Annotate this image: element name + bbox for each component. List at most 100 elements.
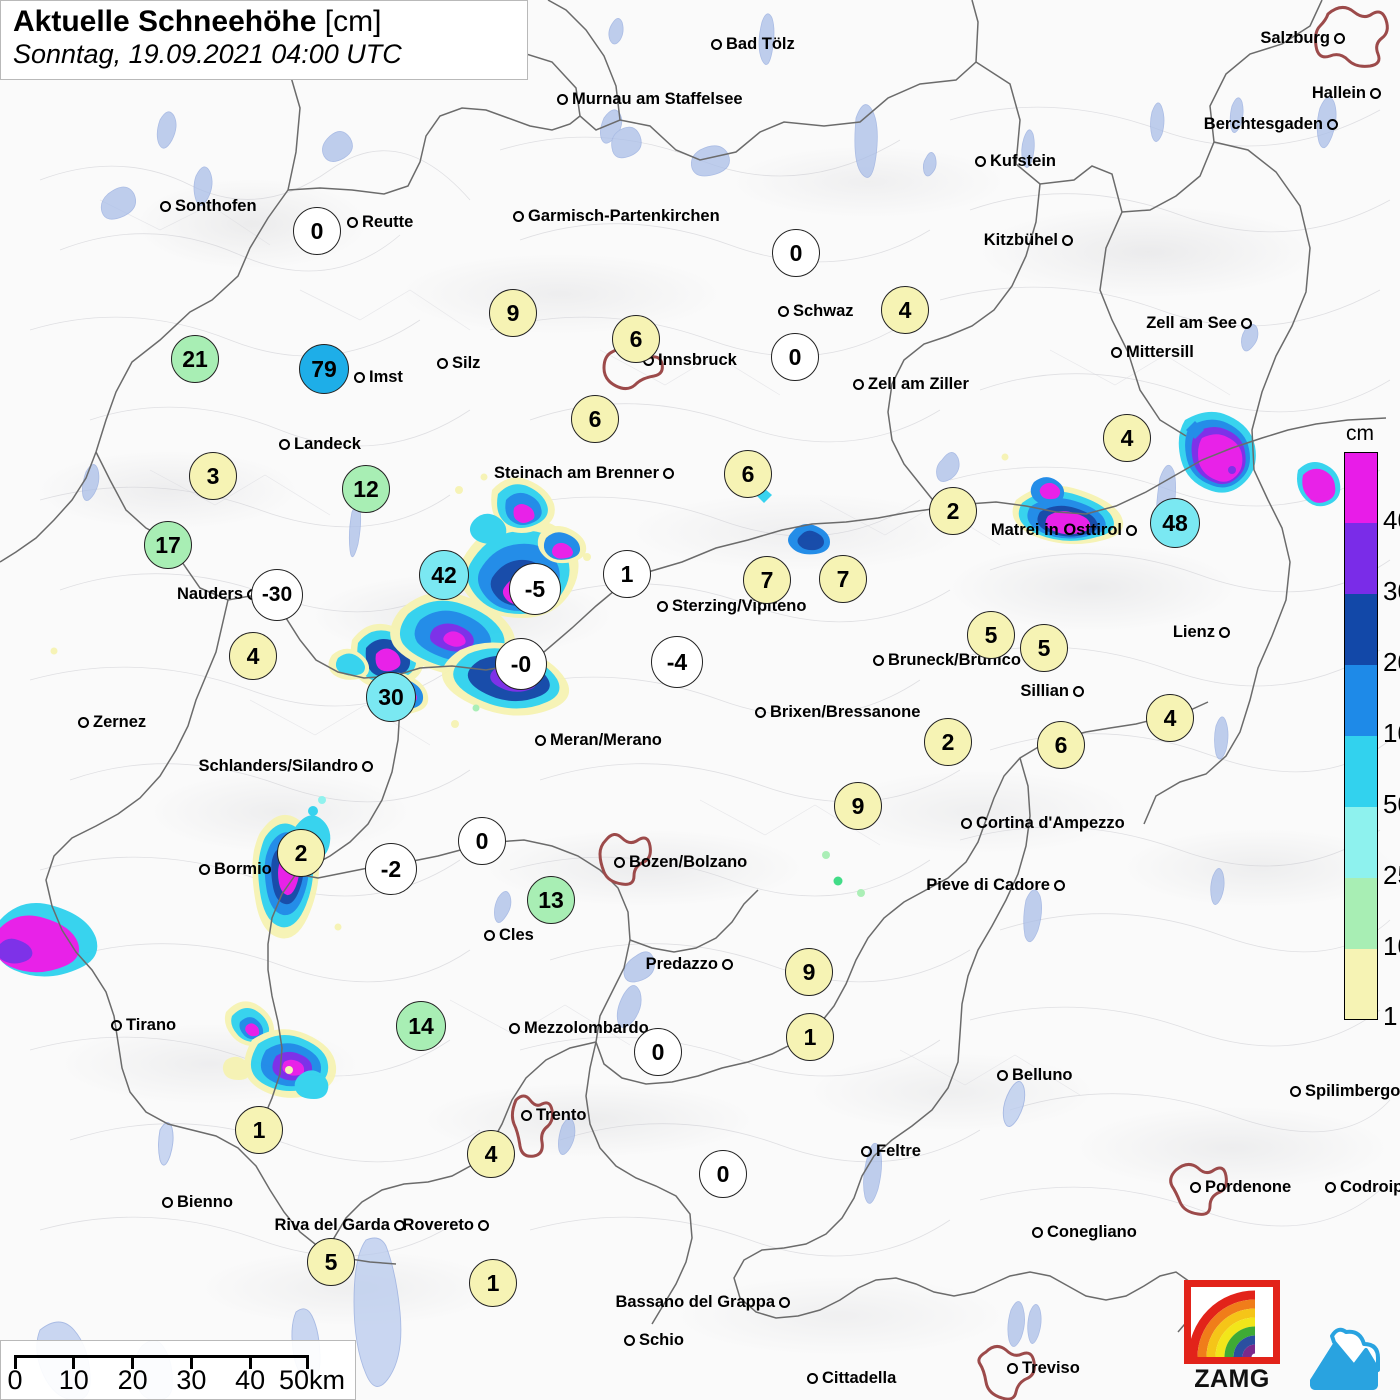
station-marker[interactable]: 17 (144, 521, 192, 569)
station-marker[interactable]: 9 (834, 782, 882, 830)
station-marker[interactable]: 7 (743, 556, 791, 604)
station-marker[interactable]: 79 (299, 344, 349, 394)
station-marker[interactable]: 6 (612, 315, 660, 363)
station-value: 4 (246, 642, 260, 669)
station-marker[interactable]: 4 (229, 632, 277, 680)
station-marker[interactable]: 1 (603, 550, 651, 598)
city-point-icon (535, 734, 546, 746)
scale-tick-label: 20 (117, 1365, 148, 1395)
city-name: Imst (369, 368, 403, 386)
station-marker[interactable]: 3 (189, 452, 237, 500)
city-name: Schlanders/Silandro (198, 757, 358, 775)
station-marker[interactable]: 21 (171, 335, 219, 383)
legend-band: 100 (1344, 665, 1400, 748)
city-point-icon (1062, 234, 1073, 246)
station-marker[interactable]: 0 (771, 333, 819, 381)
city-label: Codroipo (1325, 1179, 1400, 1196)
station-value: 9 (851, 792, 865, 819)
city-point-icon (111, 1019, 122, 1031)
city-name: Cortina d'Ampezzo (976, 814, 1125, 832)
station-marker[interactable]: -30 (251, 569, 303, 621)
station-marker[interactable]: 2 (277, 829, 325, 877)
station-marker[interactable]: 30 (366, 672, 416, 722)
city-label: Kufstein (975, 153, 1056, 170)
station-value: 6 (741, 460, 755, 487)
title-line: Aktuelle Schneehöhe [cm] (13, 5, 517, 38)
station-marker[interactable]: 4 (1103, 414, 1151, 462)
city-label: Pieve di Cadore (0, 877, 1065, 894)
city-label: Belluno (997, 1067, 1073, 1084)
station-marker[interactable]: -2 (365, 843, 417, 895)
city-label: Meran/Merano (535, 732, 662, 749)
station-value: 12 (353, 475, 379, 502)
city-label: Silz (437, 355, 480, 372)
station-marker[interactable]: 5 (307, 1238, 355, 1286)
station-marker[interactable]: 0 (458, 817, 506, 865)
city-point-icon (1111, 346, 1122, 358)
station-marker[interactable]: 9 (489, 289, 537, 337)
station-marker[interactable]: -0 (495, 638, 547, 690)
scale-tick-label: 0 (7, 1365, 23, 1395)
city-name: Tirano (126, 1016, 177, 1034)
city-label: Kitzbühel (0, 232, 1073, 249)
station-marker[interactable]: 0 (772, 229, 820, 277)
city-point-icon (1325, 1181, 1336, 1193)
station-marker[interactable]: 0 (699, 1150, 747, 1198)
city-name: Belluno (1012, 1066, 1073, 1084)
station-marker[interactable]: -4 (651, 636, 703, 688)
city-point-icon (557, 93, 568, 105)
city-point-icon (347, 216, 358, 228)
city-label: Sillian (0, 683, 1084, 700)
station-marker[interactable]: 9 (785, 948, 833, 996)
station-marker[interactable]: 7 (819, 555, 867, 603)
city-name: Trento (536, 1106, 587, 1124)
legend-tick-label: 1 (1383, 1001, 1398, 1031)
city-label: Steinach am Brenner (0, 465, 674, 482)
city-point-icon (521, 1109, 532, 1121)
station-value: 7 (836, 565, 850, 592)
scale-tick-label: 40 (235, 1365, 266, 1395)
station-marker[interactable]: 4 (1146, 694, 1194, 742)
station-marker[interactable]: 4 (467, 1130, 515, 1178)
city-name: Schwaz (793, 302, 854, 320)
station-marker[interactable]: 48 (1150, 498, 1200, 548)
legend-tick-label: 300 (1383, 576, 1400, 606)
station-marker[interactable]: 2 (929, 487, 977, 535)
station-marker[interactable]: 6 (724, 450, 772, 498)
station-marker[interactable]: 2 (924, 718, 972, 766)
legend-tick-label: 200 (1383, 647, 1400, 677)
station-marker[interactable]: 5 (967, 611, 1015, 659)
scale-bar-rule (14, 1355, 309, 1369)
station-value: 17 (155, 531, 181, 558)
city-name: Mittersill (1126, 343, 1194, 361)
station-marker[interactable]: -5 (509, 563, 561, 615)
city-name: Sterzing/Vipiteno (672, 597, 807, 615)
station-value: 9 (506, 299, 520, 326)
city-point-icon (1334, 32, 1345, 44)
city-point-icon (861, 1145, 872, 1157)
station-marker[interactable]: 0 (634, 1028, 682, 1076)
station-marker[interactable]: 5 (1020, 624, 1068, 672)
station-marker[interactable]: 12 (342, 465, 390, 513)
station-marker[interactable]: 14 (396, 1001, 446, 1051)
city-name: Matrei in Osttirol (990, 521, 1122, 539)
city-name: Steinach am Brenner (493, 464, 659, 482)
station-marker[interactable]: 1 (469, 1259, 517, 1307)
city-name: Schio (639, 1331, 684, 1349)
station-marker[interactable]: 42 (419, 550, 469, 600)
legend-tick-label: 50 (1383, 789, 1400, 819)
station-marker[interactable]: 4 (881, 286, 929, 334)
station-marker[interactable]: 0 (293, 207, 341, 255)
city-point-icon (807, 1372, 818, 1384)
station-marker[interactable]: 6 (571, 395, 619, 443)
station-marker[interactable]: 6 (1037, 721, 1085, 769)
station-marker[interactable]: 1 (786, 1013, 834, 1061)
scale-tick-label: 10 (58, 1365, 89, 1395)
city-label: Bad Tölz (711, 36, 795, 53)
station-marker[interactable]: 13 (527, 876, 575, 924)
station-value: -30 (261, 583, 293, 606)
station-marker[interactable]: 1 (235, 1106, 283, 1154)
